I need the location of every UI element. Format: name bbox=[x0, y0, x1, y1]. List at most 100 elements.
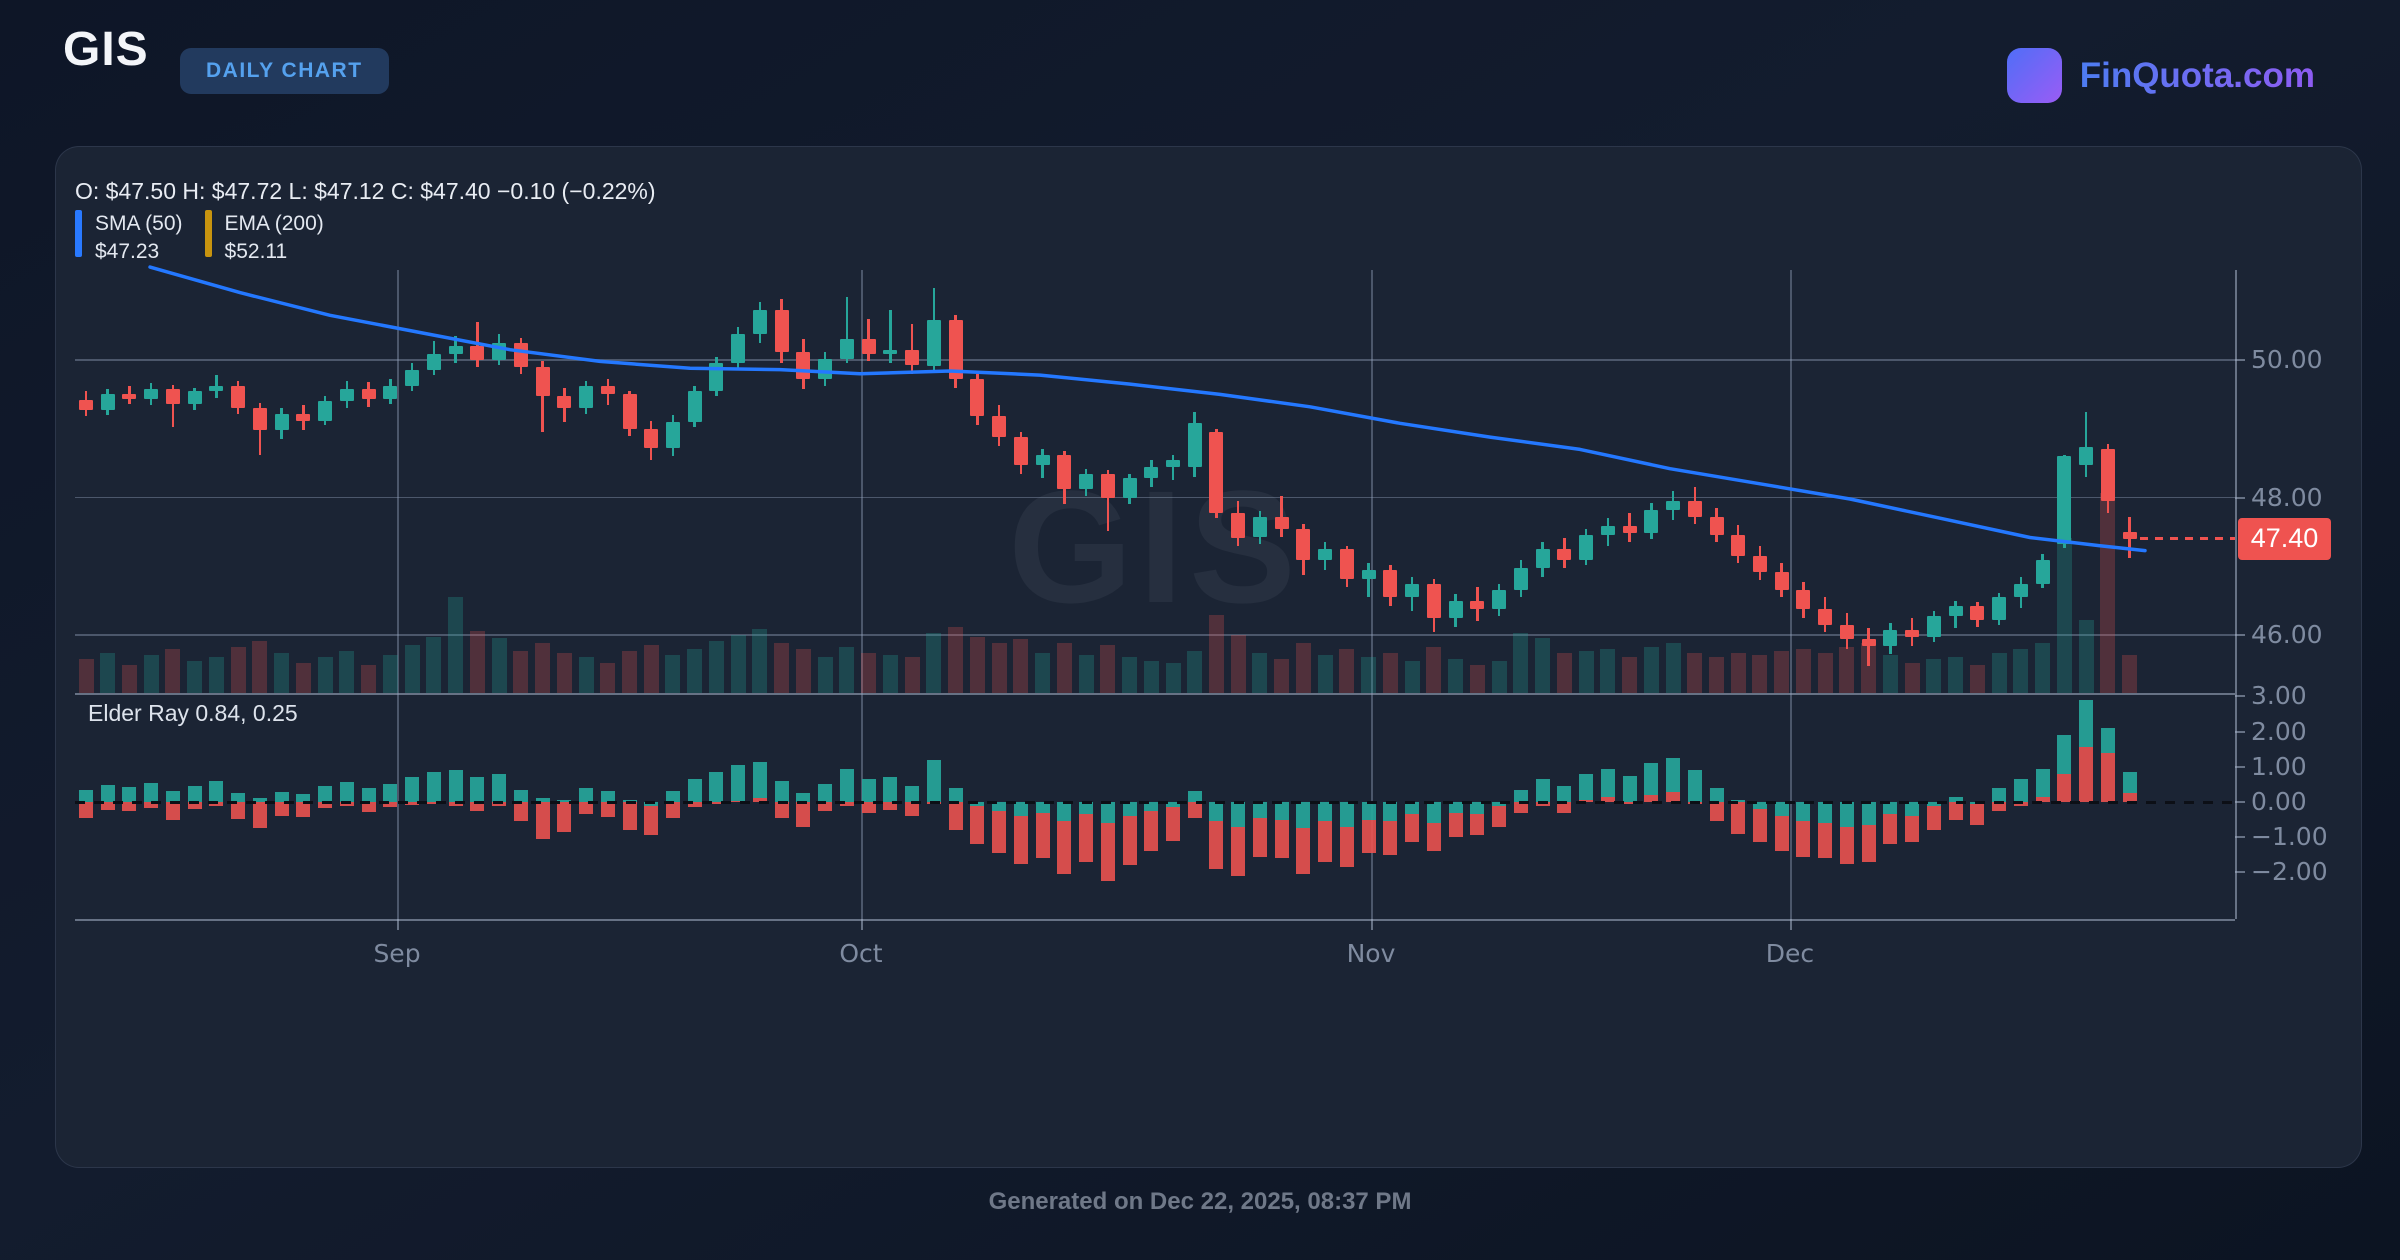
elder-bear-bar bbox=[557, 802, 572, 832]
elder-bear-bar bbox=[252, 802, 267, 829]
volume-bar bbox=[1991, 653, 2007, 693]
candle-body bbox=[513, 342, 528, 367]
volume-bar bbox=[752, 629, 768, 693]
elder-bull-bar bbox=[1187, 791, 1202, 802]
volume-bar bbox=[1035, 653, 1051, 693]
elder-bull-bar bbox=[1013, 802, 1028, 817]
elder-bear-bar bbox=[1666, 792, 1681, 802]
candle-body bbox=[448, 346, 463, 355]
elder-bear-bar bbox=[1796, 821, 1811, 857]
volume-bar bbox=[165, 649, 181, 693]
elder-bull-bar bbox=[2035, 768, 2050, 797]
volume-bar bbox=[861, 653, 877, 693]
volume-bar bbox=[643, 645, 659, 693]
month-axis-label: Sep bbox=[373, 939, 421, 968]
elder-bull-bar bbox=[600, 791, 615, 802]
candle-body bbox=[1731, 535, 1746, 557]
candle-body bbox=[1818, 609, 1833, 625]
elder-bear-bar bbox=[1992, 802, 2007, 811]
elder-bear-bar bbox=[992, 810, 1007, 854]
candle-body bbox=[1970, 606, 1985, 621]
elder-bear-bar bbox=[1426, 823, 1441, 852]
volume-bar bbox=[708, 641, 724, 693]
elder-bull-bar bbox=[1796, 802, 1811, 822]
elder-bull-bar bbox=[318, 786, 333, 802]
elder-bull-bar bbox=[1600, 768, 1615, 797]
elder-bear-bar bbox=[1383, 821, 1398, 855]
elder-bear-bar bbox=[1535, 802, 1550, 806]
volume-bar bbox=[361, 665, 377, 693]
volume-bar bbox=[969, 637, 985, 693]
volume-bar bbox=[1382, 653, 1398, 693]
brand: FinQuota.com bbox=[2006, 48, 2315, 103]
elder-bear-bar bbox=[513, 802, 528, 822]
elder-bear-bar bbox=[1274, 819, 1289, 859]
candle-body bbox=[361, 388, 376, 399]
elder-bull-bar bbox=[1992, 787, 2007, 802]
elder-bear-bar bbox=[839, 802, 854, 806]
price-axis-tick bbox=[2235, 359, 2245, 361]
candle-body bbox=[1144, 466, 1159, 479]
elder-bear-bar bbox=[1231, 826, 1246, 876]
elder-bull-bar bbox=[818, 784, 833, 802]
elder-bull-bar bbox=[1318, 802, 1333, 822]
volume-bar bbox=[1469, 665, 1485, 693]
volume-bar bbox=[730, 635, 746, 693]
volume-bar bbox=[1578, 651, 1594, 693]
volume-bar bbox=[491, 638, 507, 693]
elder-bull-bar bbox=[731, 765, 746, 802]
elder-bull-bar bbox=[470, 776, 485, 802]
volume-bar bbox=[187, 661, 203, 693]
elder-bear-bar bbox=[535, 802, 550, 839]
elder-bull-bar bbox=[1426, 802, 1441, 824]
candle-body bbox=[1513, 567, 1528, 591]
elder-bear-bar bbox=[79, 802, 93, 818]
elder-bull-bar bbox=[1339, 802, 1354, 827]
candle-body bbox=[926, 320, 941, 366]
volume-bar bbox=[795, 649, 811, 693]
price-axis-tick bbox=[2235, 634, 2245, 637]
price-axis-tick bbox=[2235, 496, 2245, 499]
candle-body bbox=[1187, 423, 1202, 467]
candle-body bbox=[1405, 583, 1420, 598]
volume-bar bbox=[535, 643, 551, 693]
elder-axis-tick bbox=[2235, 730, 2245, 733]
elder-bear-bar bbox=[318, 802, 333, 809]
elder-bear-bar bbox=[100, 802, 115, 810]
candle-wick bbox=[476, 322, 479, 367]
candle-body bbox=[818, 358, 833, 380]
month-axis-label: Oct bbox=[839, 939, 883, 968]
elder-bull-bar bbox=[1709, 787, 1724, 802]
candle-body bbox=[2100, 449, 2115, 502]
elder-bull-bar bbox=[752, 761, 767, 799]
candle-body bbox=[1579, 535, 1594, 560]
elder-bear-bar bbox=[1209, 821, 1224, 869]
elder-bull-bar bbox=[926, 759, 941, 802]
elder-bull-bar bbox=[1405, 802, 1420, 815]
volume-bar bbox=[404, 645, 420, 693]
elder-bear-bar bbox=[2100, 752, 2115, 802]
candle-body bbox=[1079, 473, 1094, 490]
elder-bear-bar bbox=[1100, 823, 1115, 882]
candle-body bbox=[1035, 454, 1050, 465]
elder-bear-bar bbox=[383, 802, 398, 808]
elder-bear-bar bbox=[1839, 826, 1854, 864]
month-tick bbox=[397, 919, 399, 930]
candle-body bbox=[1339, 549, 1354, 579]
elder-bear-bar bbox=[1774, 816, 1789, 852]
candle-body bbox=[687, 390, 702, 422]
volume-bar bbox=[774, 643, 790, 693]
volume-bar bbox=[1600, 649, 1616, 693]
elder-axis-label: −2.00 bbox=[2251, 857, 2328, 887]
month-tick bbox=[861, 919, 863, 930]
ema-color-swatch bbox=[204, 210, 212, 257]
volume-bar bbox=[1165, 663, 1181, 693]
elder-bull-bar bbox=[426, 772, 441, 802]
volume-bar bbox=[143, 655, 159, 693]
volume-bar bbox=[1208, 615, 1224, 693]
price-gridline bbox=[75, 496, 2235, 499]
elder-bull-bar bbox=[1296, 802, 1311, 829]
elder-axis-tick bbox=[2235, 801, 2245, 803]
